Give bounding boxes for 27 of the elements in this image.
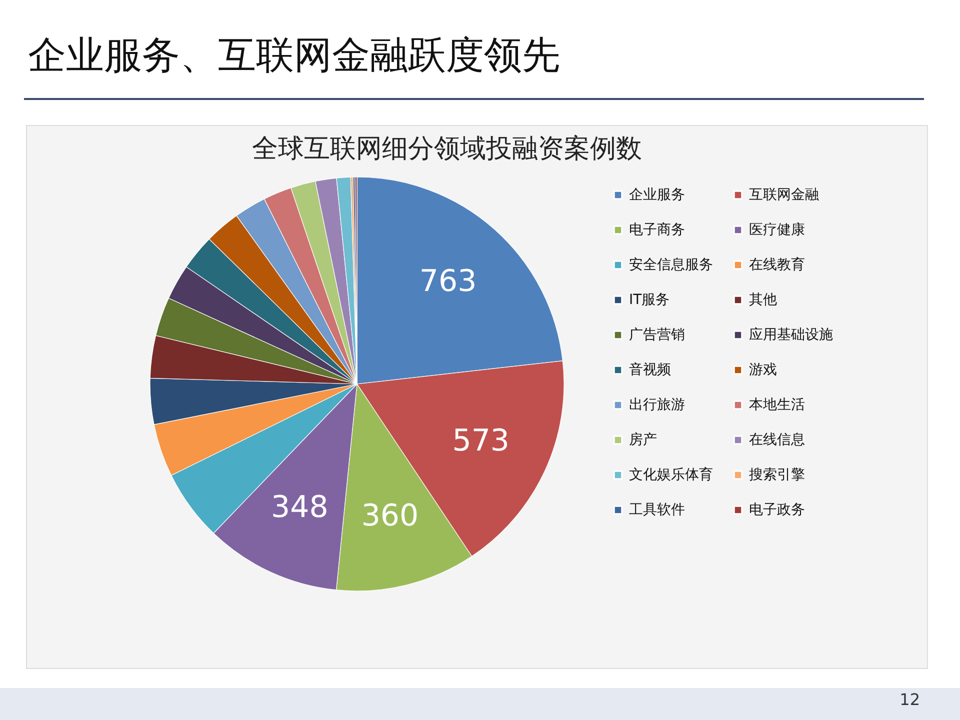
legend-label: 广告营销: [629, 327, 685, 343]
legend-label: 医疗健康: [749, 222, 805, 238]
legend-label: 音视频: [629, 362, 671, 378]
legend-label: 出行旅游: [629, 397, 685, 413]
legend-label: 安全信息服务: [629, 257, 713, 273]
data-label: 348: [271, 490, 328, 526]
legend-label: 电子商务: [629, 222, 685, 238]
chart-subtitle: 全球互联网细分领域投融资案例数: [252, 134, 642, 164]
legend-label: 其他: [749, 292, 777, 308]
legend-label: 企业服务: [629, 187, 685, 203]
legend-label: 在线教育: [749, 256, 805, 273]
legend-label: 游戏: [749, 362, 777, 378]
legend-label: 互联网金融: [749, 187, 819, 203]
legend-label: 房产: [629, 432, 657, 448]
chart-title: 企业服务、互联网金融跃度领先: [28, 32, 560, 79]
data-label: 763: [419, 264, 477, 300]
legend-label: 搜索引擎: [749, 467, 805, 483]
legend-label: IT服务: [629, 292, 670, 308]
legend-label: 本地生活: [749, 397, 805, 413]
legend-label: 文化娱乐体育: [629, 466, 713, 483]
legend-label: 在线信息: [749, 432, 805, 448]
legend-label: 工具软件: [629, 502, 685, 518]
data-label: 573: [452, 424, 510, 459]
text: 12: [900, 690, 920, 709]
legend-label: 电子政务: [749, 502, 805, 518]
legend-label: 应用基础设施: [749, 327, 833, 343]
data-label: 360: [361, 498, 419, 534]
